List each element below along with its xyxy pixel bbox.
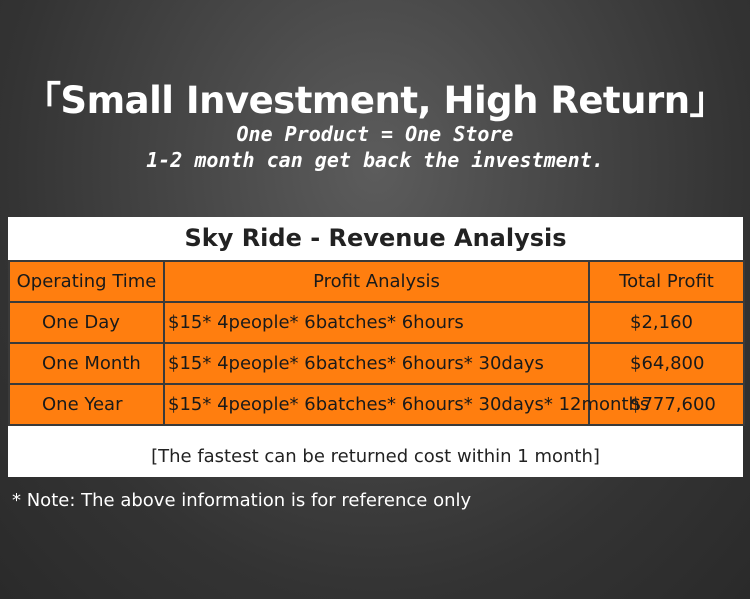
- reference-note: * Note: The above information is for ref…: [12, 490, 472, 511]
- subheadline-line-2: 1-2 month can get back the investment.: [146, 148, 604, 172]
- table-row: One Year $15* 4people* 6batches* 6hours*…: [8, 383, 745, 426]
- row-total: $2,160: [588, 301, 745, 344]
- headline: 「Small Investment, High Return」: [23, 79, 727, 122]
- row-total: $777,600: [588, 383, 745, 426]
- table-row: One Month $15* 4people* 6batches* 6hours…: [8, 342, 745, 385]
- header-profit-analysis: Profit Analysis: [163, 260, 590, 303]
- row-period: One Year: [8, 383, 165, 426]
- row-period: One Month: [8, 342, 165, 385]
- row-analysis: $15* 4people* 6batches* 6hours: [163, 301, 590, 344]
- table-title: Sky Ride - Revenue Analysis: [184, 224, 567, 252]
- subheadline-line-1: One Product = One Store: [236, 122, 514, 146]
- header-operating-time: Operating Time: [8, 260, 165, 303]
- table-row: One Day $15* 4people* 6batches* 6hours $…: [8, 301, 745, 344]
- row-analysis: $15* 4people* 6batches* 6hours* 30days: [163, 342, 590, 385]
- header-total-profit: Total Profit: [588, 260, 745, 303]
- table-footer: [The fastest can be returned cost within…: [151, 446, 600, 467]
- revenue-table: Sky Ride - Revenue Analysis Operating Ti…: [8, 217, 745, 477]
- revenue-grid: Operating Time Profit Analysis Total Pro…: [8, 260, 745, 426]
- table-header-row: Operating Time Profit Analysis Total Pro…: [8, 260, 745, 303]
- row-analysis: $15* 4people* 6batches* 6hours* 30days* …: [163, 383, 649, 426]
- row-total: $64,800: [588, 342, 745, 385]
- row-period: One Day: [8, 301, 165, 344]
